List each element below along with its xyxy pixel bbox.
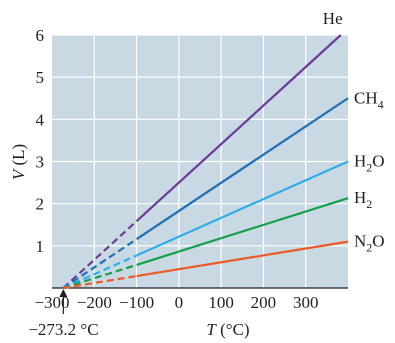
series-line-measured: [135, 34, 342, 223]
series-label: H2O: [354, 152, 385, 175]
series-line-measured: [136, 197, 349, 266]
x-tick-label: −200: [77, 293, 112, 312]
grid: [52, 34, 348, 288]
annotation-label: −273.2 °C: [28, 320, 98, 339]
series-labels: He CH4 H2O H2 N2O: [323, 9, 385, 255]
x-tick-label: −300: [34, 293, 69, 312]
series-line-extrapolated: [62, 254, 138, 290]
y-tick-label: 4: [36, 110, 45, 129]
series-line-extrapolated: [63, 274, 137, 290]
y-tick-label: 6: [36, 26, 45, 45]
y-axis-label: V (L): [9, 144, 28, 180]
series-line-extrapolated: [62, 220, 138, 289]
y-tick-label: 5: [36, 68, 45, 87]
series-line-extrapolated: [63, 263, 137, 290]
series-line-measured: [136, 160, 349, 257]
x-tick-label: −100: [119, 293, 154, 312]
series-label: He: [323, 9, 343, 28]
annotation-arrow-head: [59, 289, 68, 297]
x-tick-label: 0: [175, 293, 184, 312]
zero-point-annotation: −273.2 °C: [28, 289, 99, 339]
series-label: N2O: [354, 232, 385, 255]
x-tick-label: 300: [293, 293, 319, 312]
series-lines: [62, 34, 349, 290]
y-tick-label: 3: [36, 153, 45, 172]
series-label: CH4: [354, 88, 384, 111]
series-line-measured: [136, 240, 349, 278]
tick-labels: −300 −200 −100 0 100 200 300 1 2 3 4 5 6: [34, 26, 318, 312]
y-tick-label: 2: [36, 195, 45, 214]
series-label: H2: [354, 188, 372, 211]
series-line-measured: [135, 97, 349, 241]
x-tick-label: 100: [208, 293, 234, 312]
series-line-extrapolated: [62, 238, 138, 289]
x-tick-label: 200: [251, 293, 277, 312]
y-tick-label: 1: [36, 237, 45, 256]
x-axis-label: T (°C): [206, 320, 249, 339]
